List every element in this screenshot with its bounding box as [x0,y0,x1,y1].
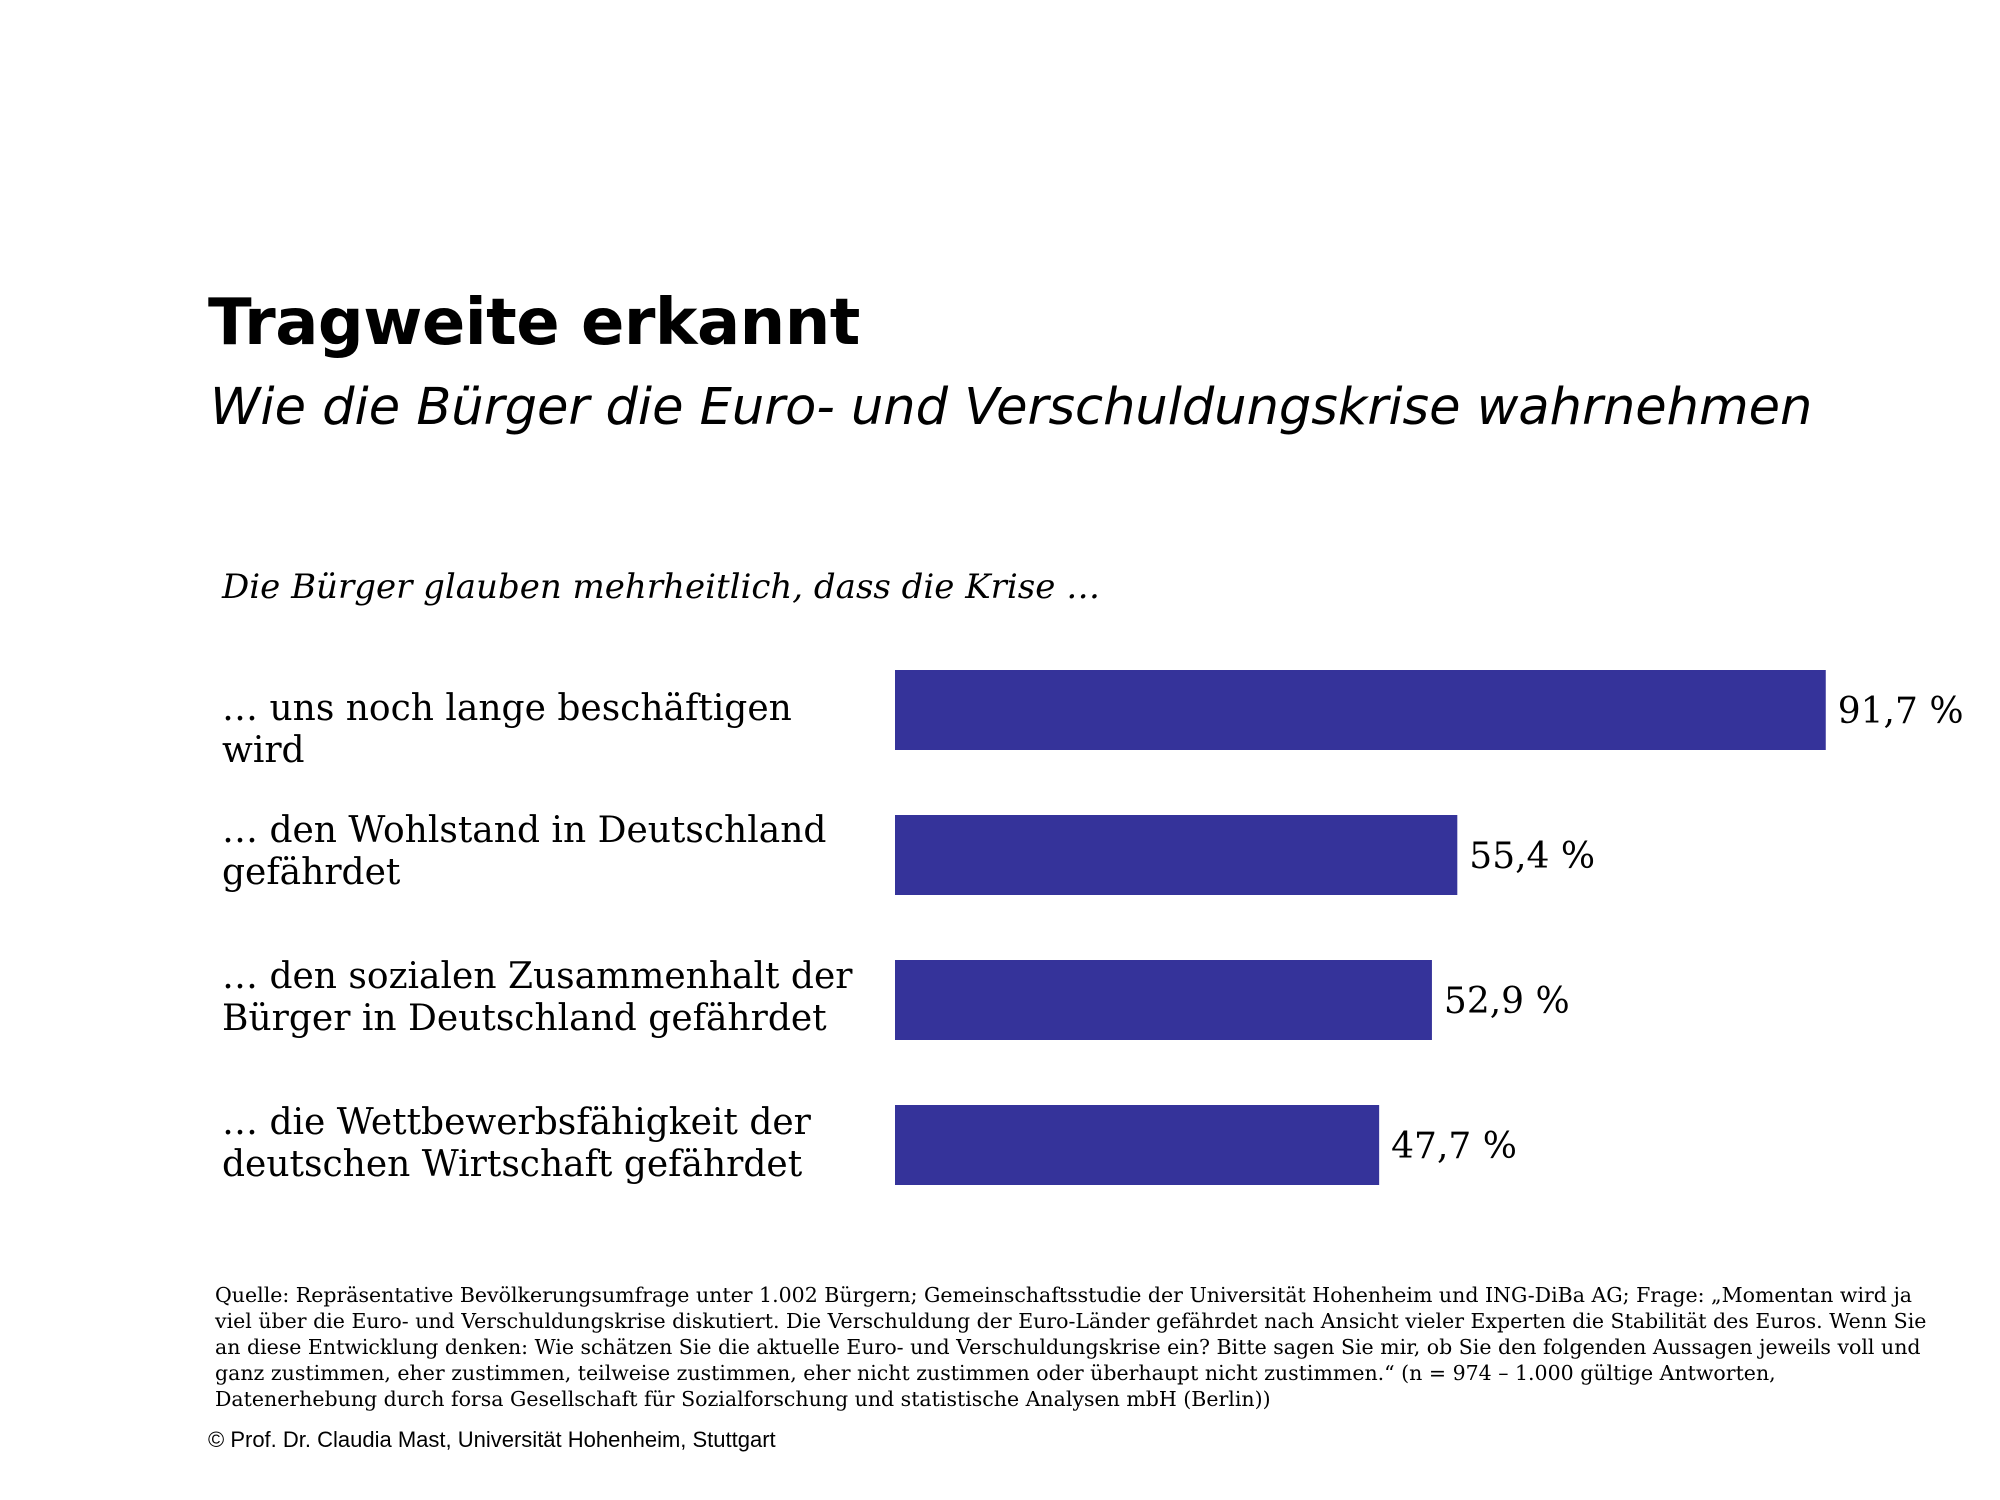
value-label: 55,4 % [1469,836,1595,877]
source-note: Quelle: Repräsentative Bevölkerungsumfra… [215,1283,1927,1411]
bar [895,960,1432,1040]
bar [895,1105,1380,1185]
category-label: … die Wettbewerbsfähigkeit der deutschen… [222,1102,811,1185]
value-label: 52,9 % [1444,981,1570,1022]
chart-subtitle: Wie die Bürger die Euro- und Verschuldun… [210,378,1813,437]
category-label: … den Wohlstand in Deutschland gefährdet [222,810,827,893]
category-label: … uns noch lange beschäftigen wird [222,688,792,771]
bar [895,815,1458,895]
value-label: 47,7 % [1391,1126,1517,1167]
copyright-note: © Prof. Dr. Claudia Mast, Universität Ho… [208,1427,776,1452]
chart-intro-text: Die Bürger glauben mehrheitlich, dass di… [222,567,1101,607]
chart-title: Tragweite erkannt [208,286,860,360]
category-label: … den sozialen Zusammenhalt der Bürger i… [222,956,853,1039]
value-label: 91,7 % [1838,691,1964,732]
bar [895,670,1826,750]
